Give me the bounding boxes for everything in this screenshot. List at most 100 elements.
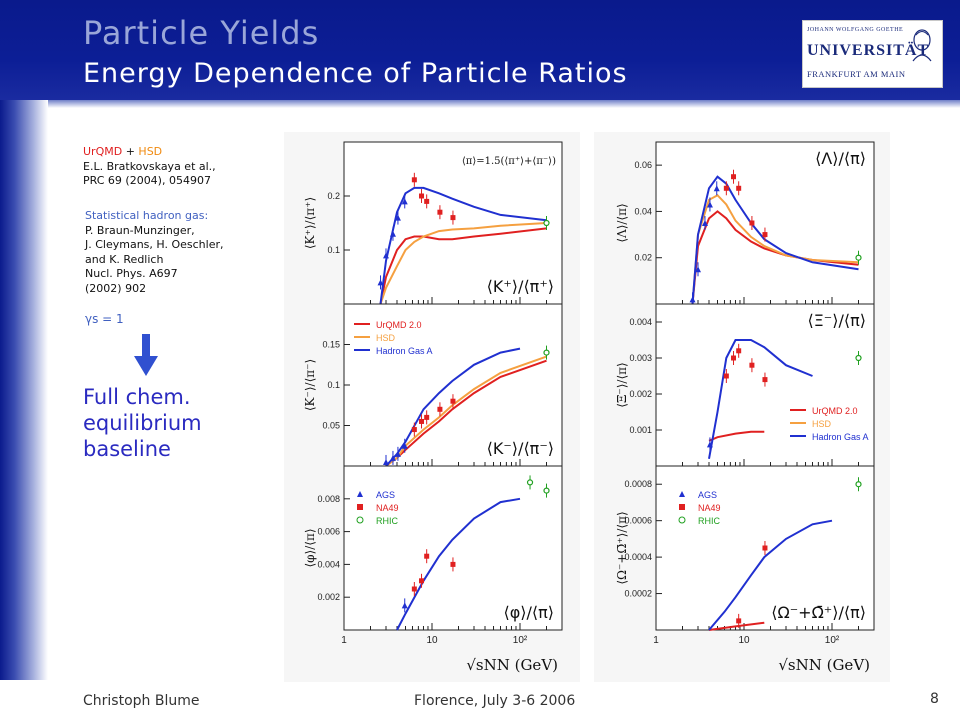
data-point: [701, 220, 708, 226]
data-point: [437, 406, 443, 412]
y-tick-label: 0.006: [317, 527, 340, 537]
y-tick-label: 0.06: [634, 160, 652, 170]
footer-event: Florence, July 3-6 2006: [414, 693, 576, 709]
legend-swatch: [357, 504, 363, 510]
data-point: [411, 177, 417, 183]
legend-label: NA49: [698, 503, 721, 513]
x-tick-label: 10²: [825, 635, 840, 646]
legend-label: RHIC: [376, 516, 398, 526]
y-tick-label: 0.1: [327, 245, 340, 255]
data-point: [437, 209, 443, 215]
x-tick-label: 1: [653, 635, 659, 646]
y-tick-label: 0.0006: [624, 516, 652, 526]
series-line: [708, 621, 765, 631]
y-tick-label: 0.0002: [624, 589, 652, 599]
data-point: [723, 373, 729, 379]
data-point: [543, 219, 550, 227]
panel-frame: [343, 465, 563, 631]
slide-title: Particle Yields: [83, 14, 320, 52]
series-line: [385, 355, 547, 467]
goethe-portrait-icon: [912, 29, 932, 62]
data-point: [543, 349, 550, 356]
data-point: [382, 252, 389, 259]
data-point: [411, 427, 417, 433]
data-point: [382, 458, 389, 465]
data-point: [411, 586, 417, 592]
panel-title: ⟨K⁻⟩/⟨π⁻⟩: [487, 439, 554, 458]
panel-title: ⟨φ⟩/⟨π⟩: [503, 603, 554, 622]
data-point: [855, 254, 862, 261]
panel-title: ⟨Ω⁻+Ω̄⁺⟩/⟨π⟩: [771, 603, 866, 622]
y-tick-label: 0.1: [327, 380, 340, 390]
series-line: [691, 175, 859, 305]
legend-label: RHIC: [698, 516, 720, 526]
data-point: [713, 185, 720, 192]
data-point: [723, 185, 729, 191]
y-axis-label: ⟨Ω⁻+Ω̄⁺⟩/⟨π⟩: [615, 511, 629, 584]
y-tick-label: 0.008: [317, 494, 340, 504]
y-tick-label: 0.0004: [624, 552, 652, 562]
data-point: [424, 414, 430, 420]
data-point: [762, 377, 768, 383]
data-point: [401, 198, 408, 205]
data-point: [394, 450, 401, 457]
data-point: [689, 296, 696, 303]
down-arrow-icon: [134, 334, 158, 376]
footer-author: Christoph Blume: [83, 693, 200, 709]
data-point: [736, 618, 742, 624]
panel-title: ⟨Λ⟩/⟨π⟩: [815, 149, 866, 168]
series-line: [385, 347, 521, 467]
slide-subtitle: Energy Dependence of Particle Ratios: [83, 58, 628, 89]
legend-label: AGS: [376, 490, 395, 500]
panel-frame: [655, 141, 875, 305]
gamma-s-label: γs = 1: [85, 312, 124, 326]
x-axis-label: √sNN (GeV): [466, 656, 558, 674]
data-point: [736, 185, 742, 191]
legend-swatch: [357, 491, 363, 497]
legend-swatch: [356, 516, 364, 524]
y-tick-label: 0.0008: [624, 479, 652, 489]
legend-label: HSD: [376, 333, 396, 343]
data-point: [377, 279, 384, 286]
y-tick-label: 0.04: [634, 206, 652, 216]
data-point: [749, 220, 755, 226]
y-axis-label: ⟨K⁺⟩/⟨π⁺⟩: [303, 197, 317, 249]
y-tick-label: 0.002: [317, 592, 340, 602]
series-line: [708, 519, 833, 631]
data-point: [424, 553, 430, 559]
data-point: [762, 232, 768, 238]
x-tick-label: 10²: [513, 635, 528, 646]
legend-swatch: [679, 491, 685, 497]
data-point: [419, 578, 425, 584]
header-bar: [0, 0, 960, 100]
data-point: [736, 348, 742, 354]
data-point: [389, 454, 396, 461]
x-tick-label: 10: [738, 635, 750, 646]
series-line: [396, 497, 521, 631]
legend-label: Hadron Gas A: [812, 432, 869, 442]
charts-figure: 0.1 0.2 ⟨K⁺⟩/⟨π⁺⟩ ⟨K⁺⟩/⟨π⁺⟩ ⟨π⟩=1.5(⟨π⁺⟩+⟨π⁻…: [284, 132, 890, 682]
data-point: [419, 418, 425, 424]
legend-label: NA49: [376, 503, 399, 513]
university-logo: JOHANN WOLFGANG GOETHE UNIVERSITÄT FRANK…: [802, 20, 943, 88]
y-axis-label: ⟨K⁻⟩/⟨π⁻⟩: [303, 359, 317, 411]
data-point: [694, 266, 701, 273]
panel-title: ⟨Ξ⁻⟩/⟨π⟩: [807, 311, 866, 330]
y-tick-label: 0.004: [629, 317, 652, 327]
header-shadow: [0, 100, 960, 108]
left-decoration: [0, 100, 48, 680]
y-tick-label: 0.004: [317, 559, 340, 569]
data-point: [749, 362, 755, 368]
data-point: [543, 487, 550, 494]
legend-swatch: [678, 516, 686, 524]
y-tick-label: 0.002: [629, 389, 652, 399]
x-tick-label: 1: [341, 635, 347, 646]
data-point: [762, 545, 768, 551]
panel-frame: [343, 303, 563, 467]
legend-label: UrQMD 2.0: [812, 406, 858, 416]
data-point: [855, 354, 862, 362]
y-tick-label: 0.001: [629, 425, 652, 435]
legend-label: AGS: [698, 490, 717, 500]
legend-label: HSD: [812, 419, 832, 429]
data-point: [526, 479, 534, 486]
